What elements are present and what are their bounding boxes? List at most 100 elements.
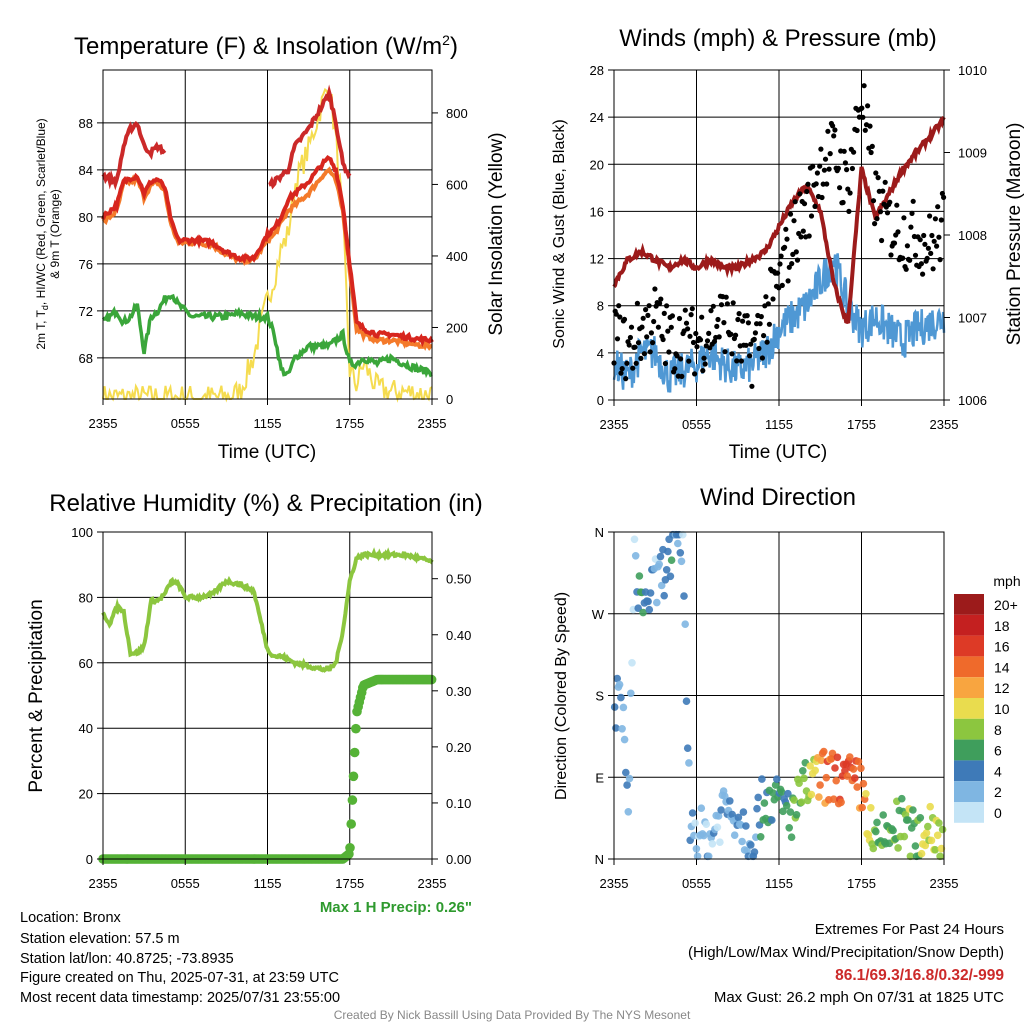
gust-point — [789, 261, 795, 267]
temperature-y-label: 2m T, Td, HI/WC (Red, Green, Scarlet/Blu… — [34, 118, 50, 349]
gust-point — [655, 324, 662, 330]
direction-point — [627, 689, 635, 698]
colorbar-label: 6 — [994, 743, 1002, 759]
pressure-line — [612, 116, 946, 324]
gust-point — [872, 221, 878, 227]
precip-point — [345, 843, 355, 853]
precip-point — [346, 819, 357, 829]
credit-text: Created By Nick Bassill Using Data Provi… — [334, 1008, 691, 1022]
direction-point — [683, 744, 692, 752]
direction-point — [682, 697, 691, 705]
direction-point — [622, 768, 630, 777]
precip-point — [347, 795, 358, 805]
gust-point — [618, 370, 624, 376]
direction-title: Wind Direction — [700, 484, 856, 511]
gust-point — [920, 271, 926, 277]
x-tick-label: 2355 — [930, 417, 959, 432]
direction-point — [677, 557, 686, 566]
direction-point — [922, 829, 931, 837]
gust-point — [661, 310, 667, 316]
direction-point — [795, 779, 803, 787]
gust-point — [904, 243, 911, 249]
direction-point — [674, 539, 682, 548]
x-tick-label: 0555 — [682, 417, 711, 432]
gust-point — [805, 181, 811, 187]
gust-point — [909, 210, 915, 216]
gust-point — [804, 188, 810, 195]
gust-point — [682, 307, 688, 313]
gust-point — [738, 358, 745, 364]
gust-point — [626, 342, 632, 348]
gust-point — [791, 218, 797, 224]
direction-point — [739, 808, 748, 816]
gust-point — [849, 165, 856, 172]
y-tick-label: N — [595, 852, 604, 867]
gust-point — [666, 349, 672, 355]
gust-point — [908, 224, 914, 230]
direction-point — [782, 801, 791, 810]
direction-point — [853, 783, 861, 791]
y-tick-label: 72 — [79, 304, 93, 319]
direction-point — [716, 838, 724, 846]
gust-point — [701, 355, 707, 361]
gust-point — [782, 244, 788, 250]
humidity-y-ticks: 0 20 40 60 80 100 — [71, 525, 103, 867]
gust-point — [785, 278, 791, 284]
gust-point — [861, 83, 867, 89]
direction-point — [924, 822, 932, 831]
direction-point — [704, 852, 713, 861]
max-precip-label: Max 1 H Precip: 0.26" — [320, 899, 472, 916]
direction-point — [714, 812, 723, 820]
humidity-y-label: Percent & Precipitation — [26, 599, 47, 792]
gust-point — [660, 336, 666, 343]
gust-point — [778, 253, 784, 259]
gust-point — [723, 294, 729, 300]
y-tick-label: 16 — [590, 204, 604, 219]
location-text: Location: Bronx — [20, 910, 122, 926]
heat-index-line — [101, 84, 352, 191]
gust-point — [846, 208, 852, 214]
temperature-y-ticks: 68 72 76 80 84 88 — [79, 116, 103, 366]
y2-tick-label: 1010 — [958, 63, 987, 78]
gust-point — [650, 340, 656, 346]
gust-point — [824, 181, 830, 187]
direction-point — [738, 837, 746, 846]
colorbar-swatch — [954, 760, 984, 782]
gust-point — [685, 326, 691, 332]
y2-tick-label: 1008 — [958, 228, 987, 243]
gust-point — [801, 201, 808, 207]
gust-point — [775, 270, 781, 276]
gust-point — [797, 191, 803, 197]
direction-point — [937, 844, 946, 853]
gust-point — [826, 166, 832, 172]
y-tick-label: 80 — [79, 590, 93, 605]
gust-point — [927, 213, 933, 219]
gust-point — [873, 170, 879, 176]
gust-point — [806, 233, 812, 239]
direction-point — [754, 793, 762, 802]
gust-point — [894, 202, 900, 208]
direction-point — [666, 572, 675, 581]
gust-point — [648, 330, 655, 336]
humidity-line — [101, 547, 434, 673]
gust-point — [812, 203, 818, 209]
y-tick-label: 40 — [79, 721, 93, 736]
colorbar-swatch — [954, 635, 984, 657]
winds-x-label: Time (UTC) — [729, 442, 828, 463]
y-tick-label: 12 — [590, 252, 604, 267]
gust-point — [644, 334, 650, 340]
gust-point — [646, 303, 652, 309]
y2-tick-label: 0.10 — [446, 796, 471, 811]
gust-point — [619, 366, 625, 372]
colorbar-label: 8 — [994, 722, 1002, 738]
direction-point — [833, 753, 842, 762]
colorbar-swatch — [954, 781, 984, 802]
gust-point — [617, 314, 623, 320]
gust-point — [687, 333, 693, 339]
x-tick-label: 1155 — [254, 416, 282, 431]
direction-point — [679, 530, 687, 539]
y2-tick-label: 0.40 — [446, 628, 471, 643]
direction-point — [656, 552, 665, 561]
direction-point — [787, 833, 796, 841]
direction-point — [790, 796, 798, 804]
